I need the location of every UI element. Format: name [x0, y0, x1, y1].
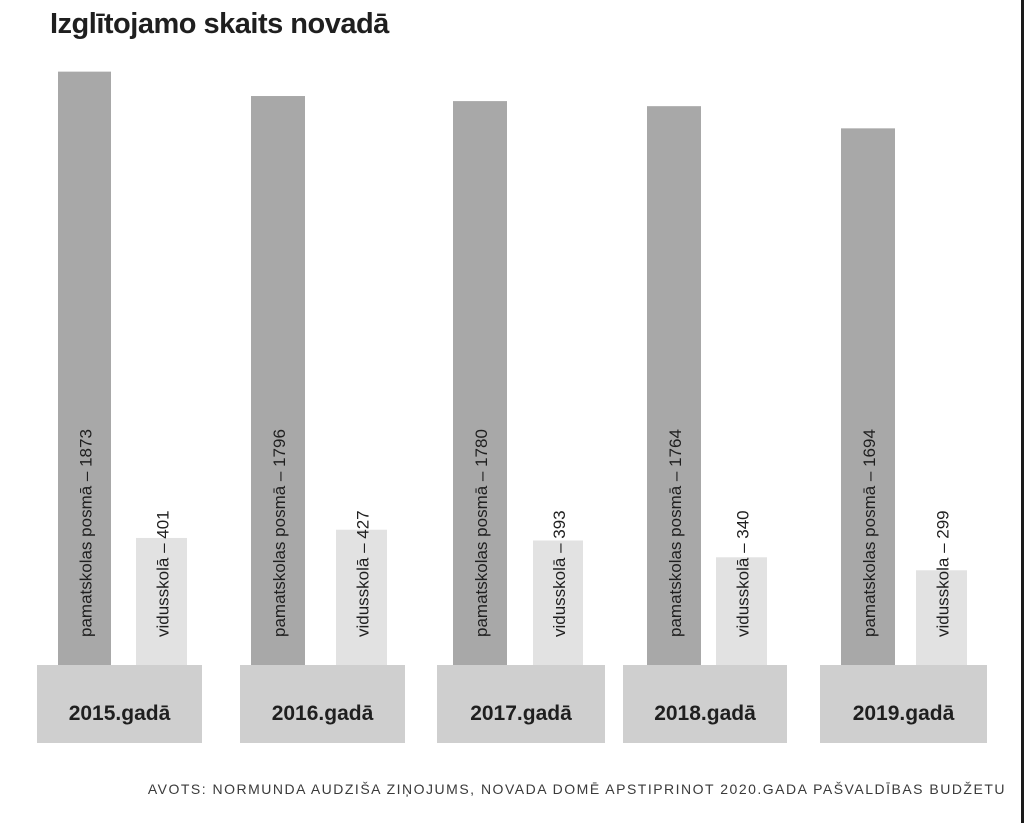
- bar-label: vidusskolā – 340: [734, 510, 753, 637]
- bar-label: vidusskola – 299: [934, 510, 953, 637]
- chart-title: Izglītojamo skaits novadā: [50, 8, 389, 40]
- bar-label: vidusskolā – 401: [154, 510, 173, 637]
- bar-label: vidusskolā – 427: [354, 510, 373, 637]
- year-label: 2017.gadā: [470, 702, 572, 725]
- source-note: AVOTS: NORMUNDA AUDZIŠA ZIŅOJUMS, NOVADA…: [147, 781, 1006, 797]
- year-label: 2016.gadā: [272, 702, 374, 725]
- year-block: [623, 665, 787, 743]
- bar-secondary-school: [336, 529, 387, 665]
- year-block: [437, 665, 605, 743]
- bar-label: vidusskolā – 393: [550, 510, 569, 637]
- bar-label: pamatskolas posmā – 1764: [666, 429, 685, 637]
- bar-primary-school: [453, 101, 507, 665]
- bar-primary-school: [58, 71, 111, 665]
- bar-label: pamatskolas posmā – 1694: [860, 429, 879, 637]
- bar-label: pamatskolas posmā – 1780: [472, 429, 491, 637]
- bar-label: pamatskolas posmā – 1873: [77, 429, 96, 637]
- year-label: 2018.gadā: [654, 702, 756, 725]
- bar-secondary-school: [136, 537, 187, 665]
- year-block: [37, 665, 202, 743]
- bar-primary-school: [647, 106, 701, 666]
- bar-primary-school: [251, 96, 305, 665]
- bar-secondary-school: [533, 540, 583, 665]
- year-block: [240, 665, 405, 743]
- year-block: [820, 665, 987, 743]
- year-label: 2019.gadā: [853, 702, 955, 725]
- bar-secondary-school: [716, 557, 767, 665]
- bar-secondary-school: [916, 570, 967, 665]
- right-border-rule: [1021, 0, 1024, 823]
- year-label: 2015.gadā: [69, 702, 171, 725]
- bar-primary-school: [841, 128, 895, 665]
- bar-label: pamatskolas posmā – 1796: [270, 429, 289, 637]
